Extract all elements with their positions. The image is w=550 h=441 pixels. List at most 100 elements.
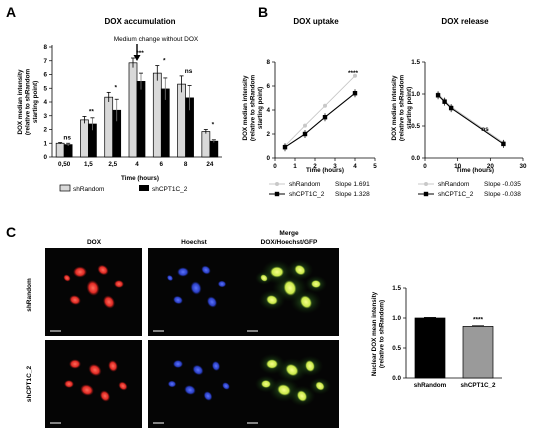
chart-a-xtick-label: 24: [206, 161, 214, 168]
chart-a-ytick-label: 1: [43, 140, 47, 147]
micro-nucleus: [88, 363, 102, 377]
legend-label-shcpt1c: shCPT1C_2: [152, 186, 188, 193]
panel-letter-b: B: [258, 4, 268, 20]
chart-b2-legend-name: shRandom: [438, 181, 469, 188]
micro-nucleus: [311, 279, 321, 289]
chart-b1-legend-marker: [275, 182, 279, 186]
micro-nucleus: [294, 264, 306, 276]
micro-tile-hoechst-shcpt1c: [148, 340, 245, 428]
legend-label-shrandom: shRandom: [73, 186, 104, 193]
micro-nucleus: [211, 360, 221, 372]
micro-nucleus: [64, 379, 74, 389]
micro-nucleus: [299, 295, 313, 309]
chart-a-annotation: Medium change without DOX: [114, 36, 199, 43]
chart-b1-ytick-label: 8: [266, 59, 270, 66]
chart-b1-xtick-label: 5: [373, 163, 377, 170]
micro-nucleus: [80, 384, 94, 396]
chart-a-bar-shrandom: [128, 62, 138, 158]
chart-b1-xtick-label: 4: [353, 163, 357, 170]
chart-a-significance: *: [212, 122, 215, 129]
chart-a-ylabel-text-line: starting point): [32, 81, 39, 123]
chart-a-bar-shrandom: [55, 142, 65, 158]
chart-b1-line-shrandom: [284, 75, 356, 147]
chart-b2-xtick-label: 30: [519, 163, 527, 170]
micro-nucleus: [260, 274, 268, 282]
micro-tile-background: [45, 340, 142, 428]
chart-c-ylabel-text: Nuclear DOX mean intensity(relative to s…: [371, 291, 386, 376]
micro-nucleus: [261, 379, 271, 389]
micro-tile-dox-shcpt1c: [45, 340, 142, 428]
chart-b1-xtick-label: 0: [273, 163, 277, 170]
chart-b1-xtick-label: 2: [313, 163, 317, 170]
chart-c-ylabel: Nuclear DOX mean intensity(relative to s…: [371, 291, 386, 376]
chart-c-ytick-label: 0.5: [392, 345, 401, 352]
chart-b1-significance: ****: [348, 70, 359, 77]
micro-nucleus: [86, 280, 100, 296]
micro-nucleus: [305, 360, 315, 372]
micro-nucleus: [266, 295, 278, 305]
chart-c-bar-shrandom: [414, 317, 446, 379]
micro-nucleus: [173, 295, 183, 305]
chart-c-ytick-label: 0.0: [392, 375, 401, 382]
chart-b2-legend-slope: Slope -0.038: [484, 191, 521, 198]
chart-b1-ytick-label: 0: [266, 155, 270, 162]
micro-nucleus: [206, 296, 218, 308]
chart-a-bar-shrandom: [104, 96, 114, 158]
chart-b2-line-shcpt1c: [437, 94, 504, 145]
chart-b1-ytick-label: 6: [266, 83, 270, 90]
micro-nucleus: [118, 381, 128, 391]
chart-a-bar-shcpt1c: [209, 140, 219, 158]
chart-b2-ytick-label: 0.0: [411, 155, 420, 162]
chart-b2-title: DOX release: [441, 17, 489, 26]
chart-b1-ytick-label: 2: [266, 131, 270, 138]
micro-nucleus: [172, 359, 184, 369]
chart-b2-ylabel-text-line: (relative to shRandom: [399, 75, 406, 142]
chart-b2-ylabel-text-line: DOX median intensity: [391, 75, 398, 141]
chart-a-ytick-label: 5: [43, 85, 47, 92]
chart-b2-ylabel-text-line: starting point): [406, 87, 413, 129]
chart-b1-ylabel-text-line: DOX median intensity: [242, 75, 249, 141]
chart-b2-significance: ns: [481, 126, 489, 133]
chart-c-ytick-label: 1.5: [392, 285, 401, 292]
chart-a-ytick-label: 0: [43, 154, 47, 161]
chart-b1-ylabel-text-line: (relative to shRandom: [250, 75, 257, 142]
micro-row-label-shrandom: shRandom: [26, 278, 33, 312]
chart-a-xtick-label: 8: [184, 161, 188, 168]
chart-a-significance: ns: [63, 135, 71, 142]
chart-dox-uptake: DOX uptake DOX median intensity(relative…: [242, 17, 377, 198]
micro-nucleus: [270, 266, 284, 278]
chart-a-bar-shrandom: [201, 131, 211, 158]
micro-nucleus: [184, 385, 196, 395]
panel-letter-a: A: [6, 4, 16, 20]
chart-b2-legend-marker: [423, 191, 429, 197]
micro-tile-merge-shcpt1c: [242, 340, 339, 428]
chart-b2-ylabel-text: DOX median intensity(relative to shRando…: [391, 75, 413, 142]
chart-b1-legend-name: shRandom: [289, 181, 320, 188]
chart-a-xtick-label: 4: [135, 161, 139, 168]
chart-a-title: DOX accumulation: [104, 17, 175, 26]
micro-nucleus: [63, 274, 71, 282]
micro-nucleus: [201, 265, 211, 275]
micro-nucleus: [177, 267, 189, 277]
chart-b1-ytick-label: 4: [266, 107, 270, 114]
chart-b2-xtick-label: 20: [487, 163, 495, 170]
chart-b1-xlabel: Time (hours): [306, 167, 344, 174]
micro-tile-background: [148, 340, 245, 428]
chart-b2-xtick-label: 10: [454, 163, 462, 170]
micro-col-header-dox: DOX: [87, 239, 102, 246]
chart-b2-ylabel: DOX median intensity(relative to shRando…: [391, 75, 413, 142]
chart-a-ytick-label: 4: [43, 99, 47, 106]
chart-b1-ylabel-text: DOX median intensity(relative to shRando…: [242, 75, 264, 142]
micro-nucleus: [296, 390, 308, 402]
micro-nucleus: [277, 384, 291, 396]
chart-b2-legend-marker: [424, 182, 428, 186]
chart-a-xtick-label: 2,5: [108, 161, 117, 168]
micro-nucleus: [190, 281, 202, 295]
chart-b2-ytick-label: 1.5: [411, 59, 420, 66]
chart-dox-release: DOX release DOX median intensity(relativ…: [391, 17, 527, 198]
micro-nucleus: [102, 295, 116, 309]
micro-nucleus: [99, 390, 111, 402]
chart-b1-xtick-label: 3: [333, 163, 337, 170]
chart-a-ytick-label: 8: [43, 44, 47, 51]
